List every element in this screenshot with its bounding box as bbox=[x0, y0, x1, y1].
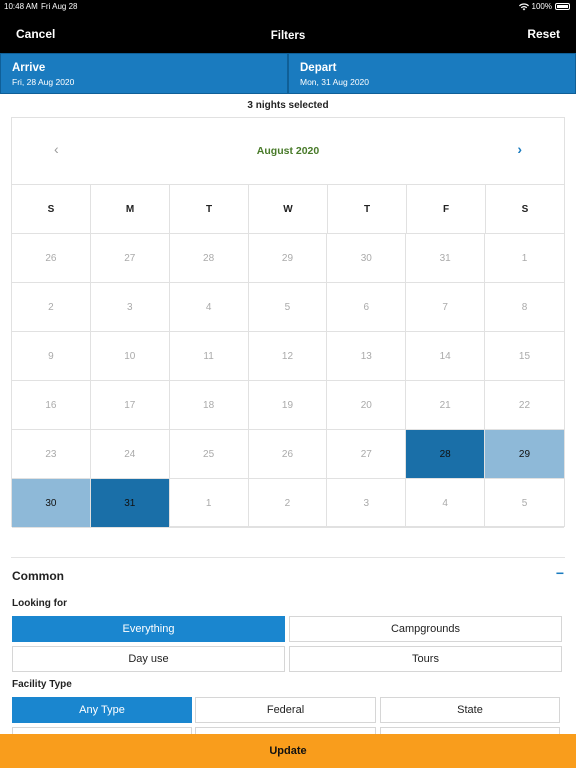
calendar-day[interactable]: 6 bbox=[327, 283, 407, 332]
calendar-day[interactable]: 2 bbox=[12, 283, 91, 332]
calendar-day[interactable]: 30 bbox=[327, 234, 407, 283]
calendar-day[interactable]: 18 bbox=[169, 381, 249, 430]
prev-month-chevron-icon[interactable]: ‹ bbox=[54, 141, 59, 157]
option-any-type[interactable]: Any Type bbox=[12, 697, 192, 723]
calendar-day[interactable]: 27 bbox=[327, 430, 407, 479]
calendar-day-in-range[interactable]: 30 bbox=[12, 479, 91, 528]
calendar-month-title: August 2020 bbox=[256, 145, 320, 157]
looking-for-label: Looking for bbox=[12, 598, 67, 609]
weekday-sat: S bbox=[521, 204, 529, 215]
option-campgrounds[interactable]: Campgrounds bbox=[289, 616, 562, 642]
calendar-day[interactable]: 2 bbox=[248, 479, 328, 528]
calendar-header: ‹ August 2020 › bbox=[12, 118, 564, 185]
weekday-fri: F bbox=[407, 185, 486, 233]
calendar-day[interactable]: 21 bbox=[406, 381, 486, 430]
weekday-wed: W bbox=[249, 185, 328, 233]
reset-button[interactable]: Reset bbox=[527, 27, 560, 41]
calendar-day[interactable]: 4 bbox=[406, 479, 486, 528]
calendar-day[interactable]: 9 bbox=[12, 332, 91, 381]
calendar-day[interactable]: 7 bbox=[406, 283, 486, 332]
calendar-day[interactable]: 14 bbox=[406, 332, 486, 381]
calendar-day[interactable]: 5 bbox=[485, 479, 564, 528]
depart-tab[interactable]: Depart Mon, 31 Aug 2020 bbox=[288, 53, 576, 94]
option-tours[interactable]: Tours bbox=[289, 646, 562, 672]
calendar-day[interactable]: 28 bbox=[169, 234, 249, 283]
calendar-day[interactable]: 20 bbox=[327, 381, 407, 430]
collapse-minus-icon[interactable]: − bbox=[555, 565, 564, 581]
depart-label: Depart bbox=[300, 62, 337, 74]
calendar-day[interactable]: 26 bbox=[248, 430, 328, 479]
calendar-day[interactable]: 12 bbox=[248, 332, 328, 381]
calendar-day[interactable]: 13 bbox=[327, 332, 407, 381]
calendar-day[interactable]: 27 bbox=[90, 234, 170, 283]
next-month-chevron-icon[interactable]: › bbox=[517, 141, 522, 157]
status-bar: 10:48 AM Fri Aug 28 100% bbox=[0, 0, 576, 13]
calendar-day-depart[interactable]: 31 bbox=[90, 479, 170, 528]
page-title: Filters bbox=[270, 30, 306, 42]
arrive-value: Fri, 28 Aug 2020 bbox=[12, 77, 75, 87]
section-divider bbox=[11, 557, 565, 558]
weekday-tue: T bbox=[170, 185, 249, 233]
battery-percent: 100% bbox=[531, 2, 552, 11]
weekday-sun: S bbox=[12, 185, 91, 233]
calendar-day[interactable]: 1 bbox=[169, 479, 249, 528]
calendar-day[interactable]: 3 bbox=[90, 283, 170, 332]
common-section-title: Common bbox=[12, 569, 64, 583]
calendar-day[interactable]: 22 bbox=[485, 381, 564, 430]
cancel-button[interactable]: Cancel bbox=[16, 27, 56, 41]
status-time: 10:48 AM bbox=[4, 2, 38, 11]
option-state[interactable]: State bbox=[380, 697, 560, 723]
calendar-day[interactable]: 1 bbox=[485, 234, 564, 283]
option-day-use[interactable]: Day use bbox=[12, 646, 285, 672]
calendar-day[interactable]: 16 bbox=[12, 381, 91, 430]
calendar-day[interactable]: 25 bbox=[169, 430, 249, 479]
status-date: Fri Aug 28 bbox=[41, 2, 78, 11]
wifi-icon bbox=[518, 2, 529, 10]
arrive-label: Arrive bbox=[12, 62, 46, 74]
calendar-day[interactable]: 3 bbox=[327, 479, 407, 528]
calendar-day[interactable]: 17 bbox=[90, 381, 170, 430]
calendar-day[interactable]: 4 bbox=[169, 283, 249, 332]
facility-type-label: Facility Type bbox=[12, 679, 72, 690]
arrive-tab[interactable]: Arrive Fri, 28 Aug 2020 bbox=[0, 53, 288, 94]
weekday-thu: T bbox=[328, 185, 407, 233]
battery-icon bbox=[555, 3, 570, 10]
calendar-day[interactable]: 23 bbox=[12, 430, 91, 479]
weekday-mon: M bbox=[91, 185, 170, 233]
date-selector: Arrive Fri, 28 Aug 2020 Depart Mon, 31 A… bbox=[0, 53, 576, 94]
option-federal[interactable]: Federal bbox=[195, 697, 376, 723]
nav-bar: Cancel Filters Reset bbox=[0, 13, 576, 53]
calendar-day-arrive[interactable]: 28 bbox=[406, 430, 486, 479]
depart-value: Mon, 31 Aug 2020 bbox=[300, 77, 370, 87]
calendar-day[interactable]: 11 bbox=[169, 332, 249, 381]
calendar-day[interactable]: 10 bbox=[90, 332, 170, 381]
calendar-day[interactable]: 5 bbox=[248, 283, 328, 332]
calendar: ‹ August 2020 › S M T W T F S 26 27 28 2… bbox=[11, 117, 565, 528]
option-everything[interactable]: Everything bbox=[12, 616, 285, 642]
nights-selected-text: 3 nights selected bbox=[247, 100, 329, 111]
calendar-day[interactable]: 26 bbox=[12, 234, 91, 283]
weekday-row: S M T W T F S bbox=[12, 185, 564, 234]
calendar-day[interactable]: 8 bbox=[485, 283, 564, 332]
calendar-day[interactable]: 29 bbox=[248, 234, 328, 283]
update-button[interactable]: Update bbox=[0, 734, 576, 768]
calendar-day[interactable]: 19 bbox=[248, 381, 328, 430]
calendar-day-in-range[interactable]: 29 bbox=[485, 430, 564, 479]
status-right: 100% bbox=[518, 0, 570, 13]
calendar-grid: 26 27 28 29 30 31 1 2 3 4 5 6 7 8 9 10 1… bbox=[12, 234, 564, 528]
calendar-day[interactable]: 24 bbox=[90, 430, 170, 479]
calendar-day[interactable]: 31 bbox=[406, 234, 486, 283]
calendar-day[interactable]: 15 bbox=[485, 332, 564, 381]
